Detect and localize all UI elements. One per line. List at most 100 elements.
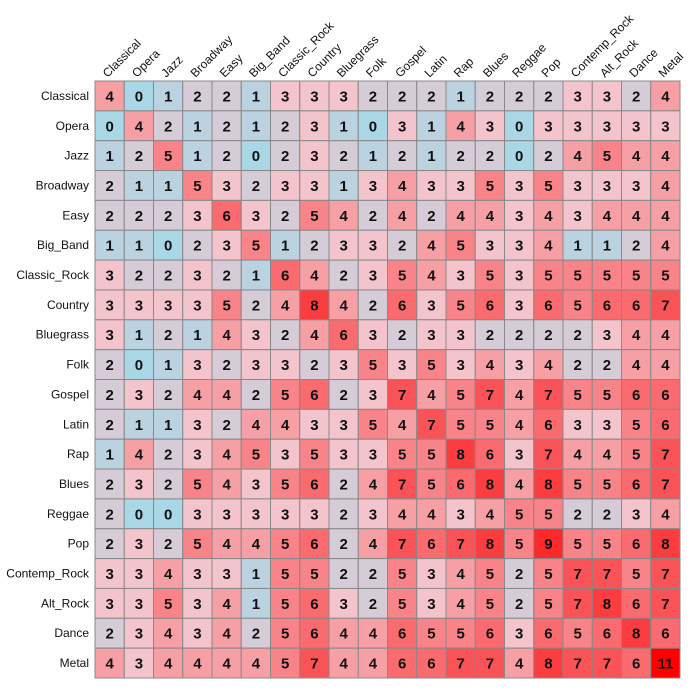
cell-value-label: 5 [398,268,406,285]
cell-value-label: 4 [398,178,407,195]
cell-value-label: 5 [193,178,201,195]
cell-value-label: 2 [398,88,406,105]
cell-value-label: 3 [603,88,611,105]
row-label: Jazz [64,149,89,163]
cell-value-label: 3 [486,238,494,255]
cell-value-label: 5 [281,476,289,493]
heatmap-cell [591,528,622,560]
heatmap-cell [504,408,535,440]
heatmap-cell [504,558,535,589]
cell-value-label: 5 [486,417,494,434]
heatmap-cell [621,170,652,201]
cell-value-label: 4 [544,357,553,374]
cell-value-label: 4 [281,417,290,434]
cell-value-label: 3 [281,88,289,105]
heatmap-cell [591,319,622,351]
cell-value-label: 4 [339,297,348,314]
heatmap-cell [562,349,593,380]
cell-value-label: 1 [193,148,201,165]
heatmap-cell [299,498,330,530]
heatmap-cell [621,408,652,440]
heatmap-cell [153,558,184,589]
heatmap-cell [445,647,476,679]
cell-value-label: 4 [398,506,407,523]
heatmap-cell [591,468,622,500]
cell-value-label: 4 [427,387,436,404]
heatmap-cell [504,170,535,201]
cell-value-label: 1 [252,566,260,583]
heatmap-cell [650,438,681,470]
cell-value-label: 4 [427,268,436,285]
cell-value-label: 0 [164,238,172,255]
cell-value-label: 6 [310,596,318,613]
cell-value-label: 5 [632,566,640,583]
heatmap-cell [445,319,476,351]
row-label: Blues [59,477,89,491]
row-label: Reggae [47,507,89,521]
row-label: Country [47,298,89,312]
cell-value-label: 3 [515,208,523,225]
cell-value-label: 4 [661,327,670,344]
cell-value-label: 6 [222,208,230,225]
cell-value-label: 2 [427,88,435,105]
heatmap-cell [504,289,535,321]
heatmap-cell [211,199,242,231]
heatmap-cell [153,229,184,261]
cell-value-label: 5 [456,626,464,643]
cell-value-label: 3 [369,178,377,195]
cell-value-label: 6 [427,656,435,673]
cell-value-label: 3 [135,297,143,314]
heatmap-cell [533,110,564,142]
heatmap-cell [270,199,301,231]
heatmap-cell [504,528,535,560]
heatmap-cell [650,289,681,321]
cell-value-label: 2 [281,327,289,344]
cell-value-label: 5 [573,297,581,314]
cell-value-label: 3 [339,357,347,374]
heatmap-cell [299,229,330,261]
cell-value-label: 7 [486,387,494,404]
cell-value-label: 3 [339,238,347,255]
cell-value-label: 4 [661,148,670,165]
heatmap-cell [240,558,271,589]
cell-value-label: 7 [661,476,669,493]
cell-value-label: 3 [339,417,347,434]
heatmap-cell [123,379,154,410]
heatmap-cell [387,199,418,231]
cell-value-label: 5 [281,387,289,404]
heatmap-cell [416,379,447,410]
heatmap-cell [94,80,125,112]
heatmap-cell [240,259,271,291]
cell-value-label: 4 [222,626,231,643]
heatmap-cell [533,558,564,589]
heatmap-cell [123,498,154,530]
heatmap-cell [387,349,418,380]
heatmap-cell [94,617,125,649]
cell-value-label: 5 [573,387,581,404]
heatmap-cell [299,199,330,231]
cell-value-label: 2 [193,88,201,105]
cell-value-label: 2 [456,148,464,165]
cell-value-label: 4 [252,417,261,434]
heatmap-cell [650,498,681,530]
cell-value-label: 4 [661,357,670,374]
cell-value-label: 2 [164,327,172,344]
cell-value-label: 5 [603,476,611,493]
row-label: Classical [41,89,89,103]
row-label: Alt_Rock [41,596,90,610]
cell-value-label: 5 [603,387,611,404]
cell-value-label: 3 [515,626,523,643]
cell-value-label: 4 [252,536,261,553]
heatmap-cell [504,617,535,649]
cell-value-label: 5 [486,596,494,613]
heatmap-cell [533,379,564,410]
cell-value-label: 3 [573,178,581,195]
cell-value-label: 4 [164,566,173,583]
cell-value-label: 3 [193,596,201,613]
heatmap-cell [474,379,505,410]
cell-value-label: 2 [164,387,172,404]
heatmap-cell [357,408,388,440]
cell-value-label: 2 [339,536,347,553]
cell-value-label: 2 [544,148,552,165]
cell-value-label: 4 [222,536,231,553]
